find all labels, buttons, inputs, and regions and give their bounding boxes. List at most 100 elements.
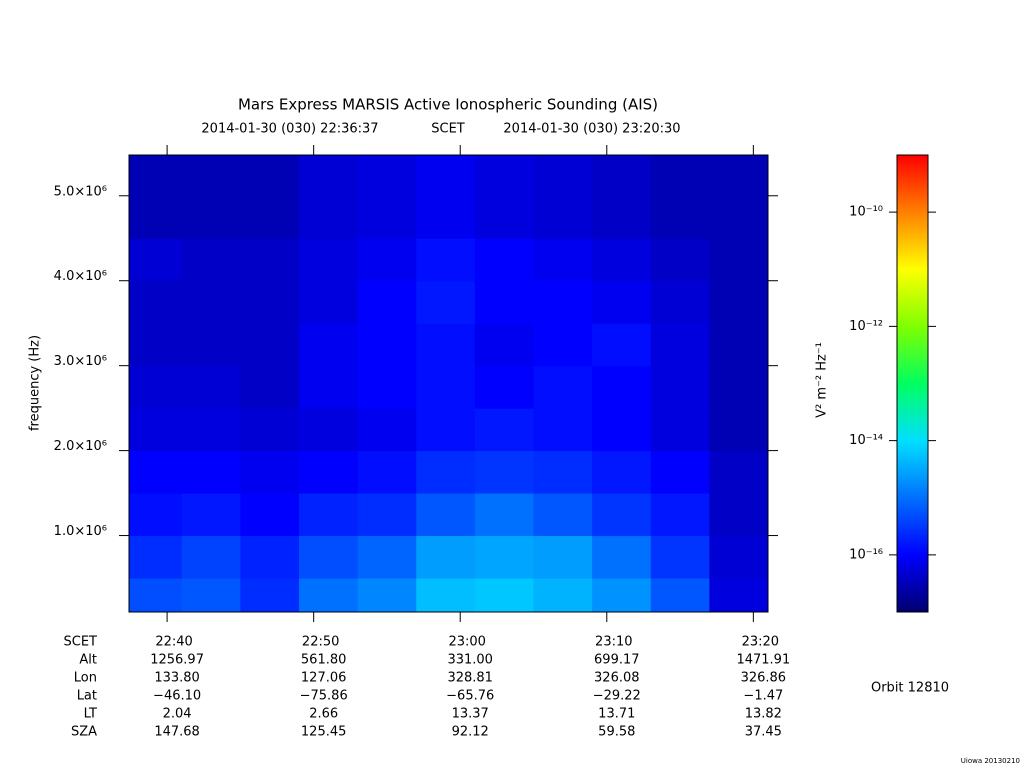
heatmap-cell	[592, 238, 652, 282]
heatmap-cell	[533, 493, 593, 537]
ephemeris-value: 92.12	[452, 725, 489, 740]
heatmap-cell	[709, 365, 769, 409]
heatmap-cell	[650, 578, 710, 613]
heatmap-cell	[181, 155, 241, 239]
subtitle-middle: SCET	[431, 122, 465, 137]
ephemeris-value: 37.45	[745, 725, 782, 740]
heatmap-cell	[416, 238, 476, 282]
ephemeris-label: Lat	[77, 689, 97, 704]
heatmap-cell	[709, 155, 769, 239]
heatmap-cell	[299, 535, 359, 579]
heatmap-cell	[709, 578, 769, 613]
y-tick-label: 5.0×10⁶	[54, 184, 107, 199]
y-tick-label: 1.0×10⁶	[54, 524, 107, 539]
heatmap-cell	[709, 323, 769, 367]
heatmap-cell	[357, 280, 417, 324]
heatmap-cell	[181, 280, 241, 324]
ephemeris-value: 2.66	[309, 707, 338, 722]
colorbar-tick-label: 10⁻¹²	[849, 319, 883, 334]
heatmap-cell	[474, 408, 535, 452]
heatmap-cell	[299, 493, 359, 537]
heatmap-cell	[650, 238, 710, 282]
heatmap-cell	[357, 493, 417, 537]
heatmap-cell	[129, 323, 183, 367]
heatmap-cell	[533, 578, 593, 613]
ephemeris-value: 326.86	[741, 671, 787, 686]
heatmap-cell	[474, 493, 535, 537]
heatmap-cell	[181, 450, 241, 494]
heatmap-cell	[416, 155, 476, 239]
heatmap-cell	[650, 450, 710, 494]
heatmap-cell	[533, 450, 593, 494]
heatmap-cell	[650, 365, 710, 409]
heatmap-cell	[474, 535, 535, 579]
ephemeris-value: 561.80	[301, 653, 347, 668]
heatmap-cell	[240, 365, 300, 409]
heatmap-cell	[240, 535, 300, 579]
ephemeris-value: −75.86	[300, 689, 348, 704]
heatmap-cell	[181, 493, 241, 537]
heatmap-cell	[181, 365, 241, 409]
heatmap-cell	[129, 365, 183, 409]
heatmap-cell	[650, 323, 710, 367]
heatmap-cell	[129, 280, 183, 324]
y-tick-label: 4.0×10⁶	[54, 269, 107, 284]
y-tick-label: 3.0×10⁶	[54, 354, 107, 369]
colorbar-tick-label: 10⁻¹⁴	[849, 433, 883, 448]
ephemeris-value: 59.58	[598, 725, 635, 740]
heatmap-cell	[240, 493, 300, 537]
heatmap-cell	[592, 450, 652, 494]
ephemeris-value: 13.71	[598, 707, 635, 722]
heatmap-cell	[299, 365, 359, 409]
ephemeris-value: 699.17	[594, 653, 640, 668]
ephemeris-value: 331.00	[447, 653, 493, 668]
ephemeris-value: 326.08	[594, 671, 640, 686]
heatmap-cell	[357, 323, 417, 367]
heatmap-cell	[592, 578, 652, 613]
colorbar-label: V² m⁻² Hz⁻¹	[815, 342, 830, 418]
ephemeris-label: Alt	[79, 653, 97, 668]
heatmap-cell	[240, 408, 300, 452]
y-axis-label: frequency (Hz)	[28, 335, 43, 431]
ephemeris-label: LT	[84, 707, 97, 722]
heatmap-cell	[592, 280, 652, 324]
heatmap-cell	[592, 155, 652, 239]
subtitle-start: 2014-01-30 (030) 22:36:37	[201, 122, 378, 137]
heatmap-cell	[416, 450, 476, 494]
ephemeris-value: 1471.91	[736, 653, 790, 668]
heatmap-cell	[709, 280, 769, 324]
colorbar	[896, 154, 929, 613]
heatmap-cell	[129, 578, 183, 613]
heatmap-cell	[474, 323, 535, 367]
heatmap-cell	[533, 408, 593, 452]
heatmap-cell	[709, 408, 769, 452]
heatmap-cell	[181, 238, 241, 282]
ephemeris-value: 1256.97	[150, 653, 204, 668]
ephemeris-value: 13.37	[452, 707, 489, 722]
ephemeris-value: 328.81	[447, 671, 493, 686]
heatmap-cell	[357, 450, 417, 494]
orbit: Orbit 12810	[871, 681, 949, 696]
ephemeris-value: 127.06	[301, 671, 347, 686]
heatmap-cell	[240, 238, 300, 282]
ephemeris-label: Lon	[74, 671, 97, 686]
heatmap-cell	[181, 323, 241, 367]
x-axis-label: SCET	[64, 635, 98, 650]
heatmap-cell	[416, 578, 476, 613]
heatmap-cell	[129, 450, 183, 494]
ephemeris-value: 147.68	[154, 725, 200, 740]
heatmap-cell	[240, 280, 300, 324]
heatmap-cell	[650, 535, 710, 579]
heatmap-cell	[357, 535, 417, 579]
heatmap-cell	[533, 280, 593, 324]
heatmap-cell	[299, 155, 359, 239]
heatmap-cell	[240, 323, 300, 367]
x-tick-label: 22:50	[302, 635, 339, 650]
heatmap-cell	[416, 365, 476, 409]
heatmap-cell	[240, 450, 300, 494]
heatmap-cell	[474, 238, 535, 282]
heatmap-cell	[416, 493, 476, 537]
heatmap-cell	[592, 535, 652, 579]
heatmap-cell	[416, 323, 476, 367]
